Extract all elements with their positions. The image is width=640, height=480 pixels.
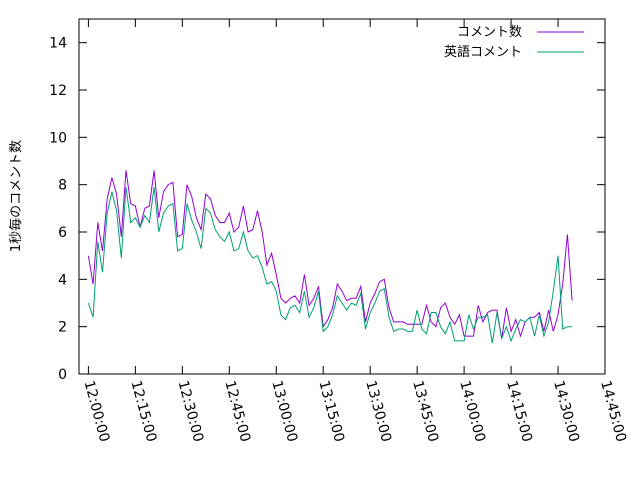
- x-tick-label: 14:45:00: [597, 379, 629, 444]
- legend-label-comments: コメント数: [457, 25, 522, 40]
- y-tick-label: 4: [58, 272, 67, 288]
- legend: コメント数 英語コメント: [444, 25, 584, 60]
- y-tick-label: 8: [58, 178, 67, 194]
- plot-frame: [78, 18, 606, 375]
- x-axis: 12:00:00 12:15:00 12:30:00 12:45:00 13:00:00…: [81, 19, 629, 444]
- x-tick-label: 14:00:00: [456, 379, 488, 444]
- series-lines: [87, 170, 573, 344]
- y-tick-label: 6: [58, 225, 67, 241]
- y-tick-label: 2: [58, 320, 67, 336]
- x-tick-label: 14:30:00: [550, 379, 582, 444]
- legend-label-english-comments: 英語コメント: [444, 44, 522, 60]
- x-tick-label: 13:00:00: [268, 379, 300, 444]
- y-axis: 0 2 4 6 8 10 12 14: [49, 36, 605, 383]
- x-tick-label: 14:15:00: [503, 379, 535, 444]
- y-tick-label: 14: [49, 36, 67, 52]
- x-tick-label: 12:45:00: [221, 379, 253, 444]
- x-tick-label: 13:45:00: [409, 379, 441, 444]
- y-tick-label: 10: [49, 130, 67, 146]
- y-tick-label: 12: [49, 83, 67, 99]
- x-tick-label: 12:30:00: [174, 379, 206, 444]
- y-axis-title: 1秒毎のコメント数: [8, 140, 24, 252]
- series-line-english-comments: [87, 186, 573, 344]
- x-tick-label: 13:15:00: [315, 379, 347, 444]
- x-tick-label: 12:00:00: [81, 379, 113, 444]
- x-tick-label: 12:15:00: [127, 379, 159, 444]
- series-line-comments: [87, 170, 573, 339]
- x-tick-label: 13:30:00: [362, 379, 394, 444]
- y-tick-label: 0: [58, 367, 67, 383]
